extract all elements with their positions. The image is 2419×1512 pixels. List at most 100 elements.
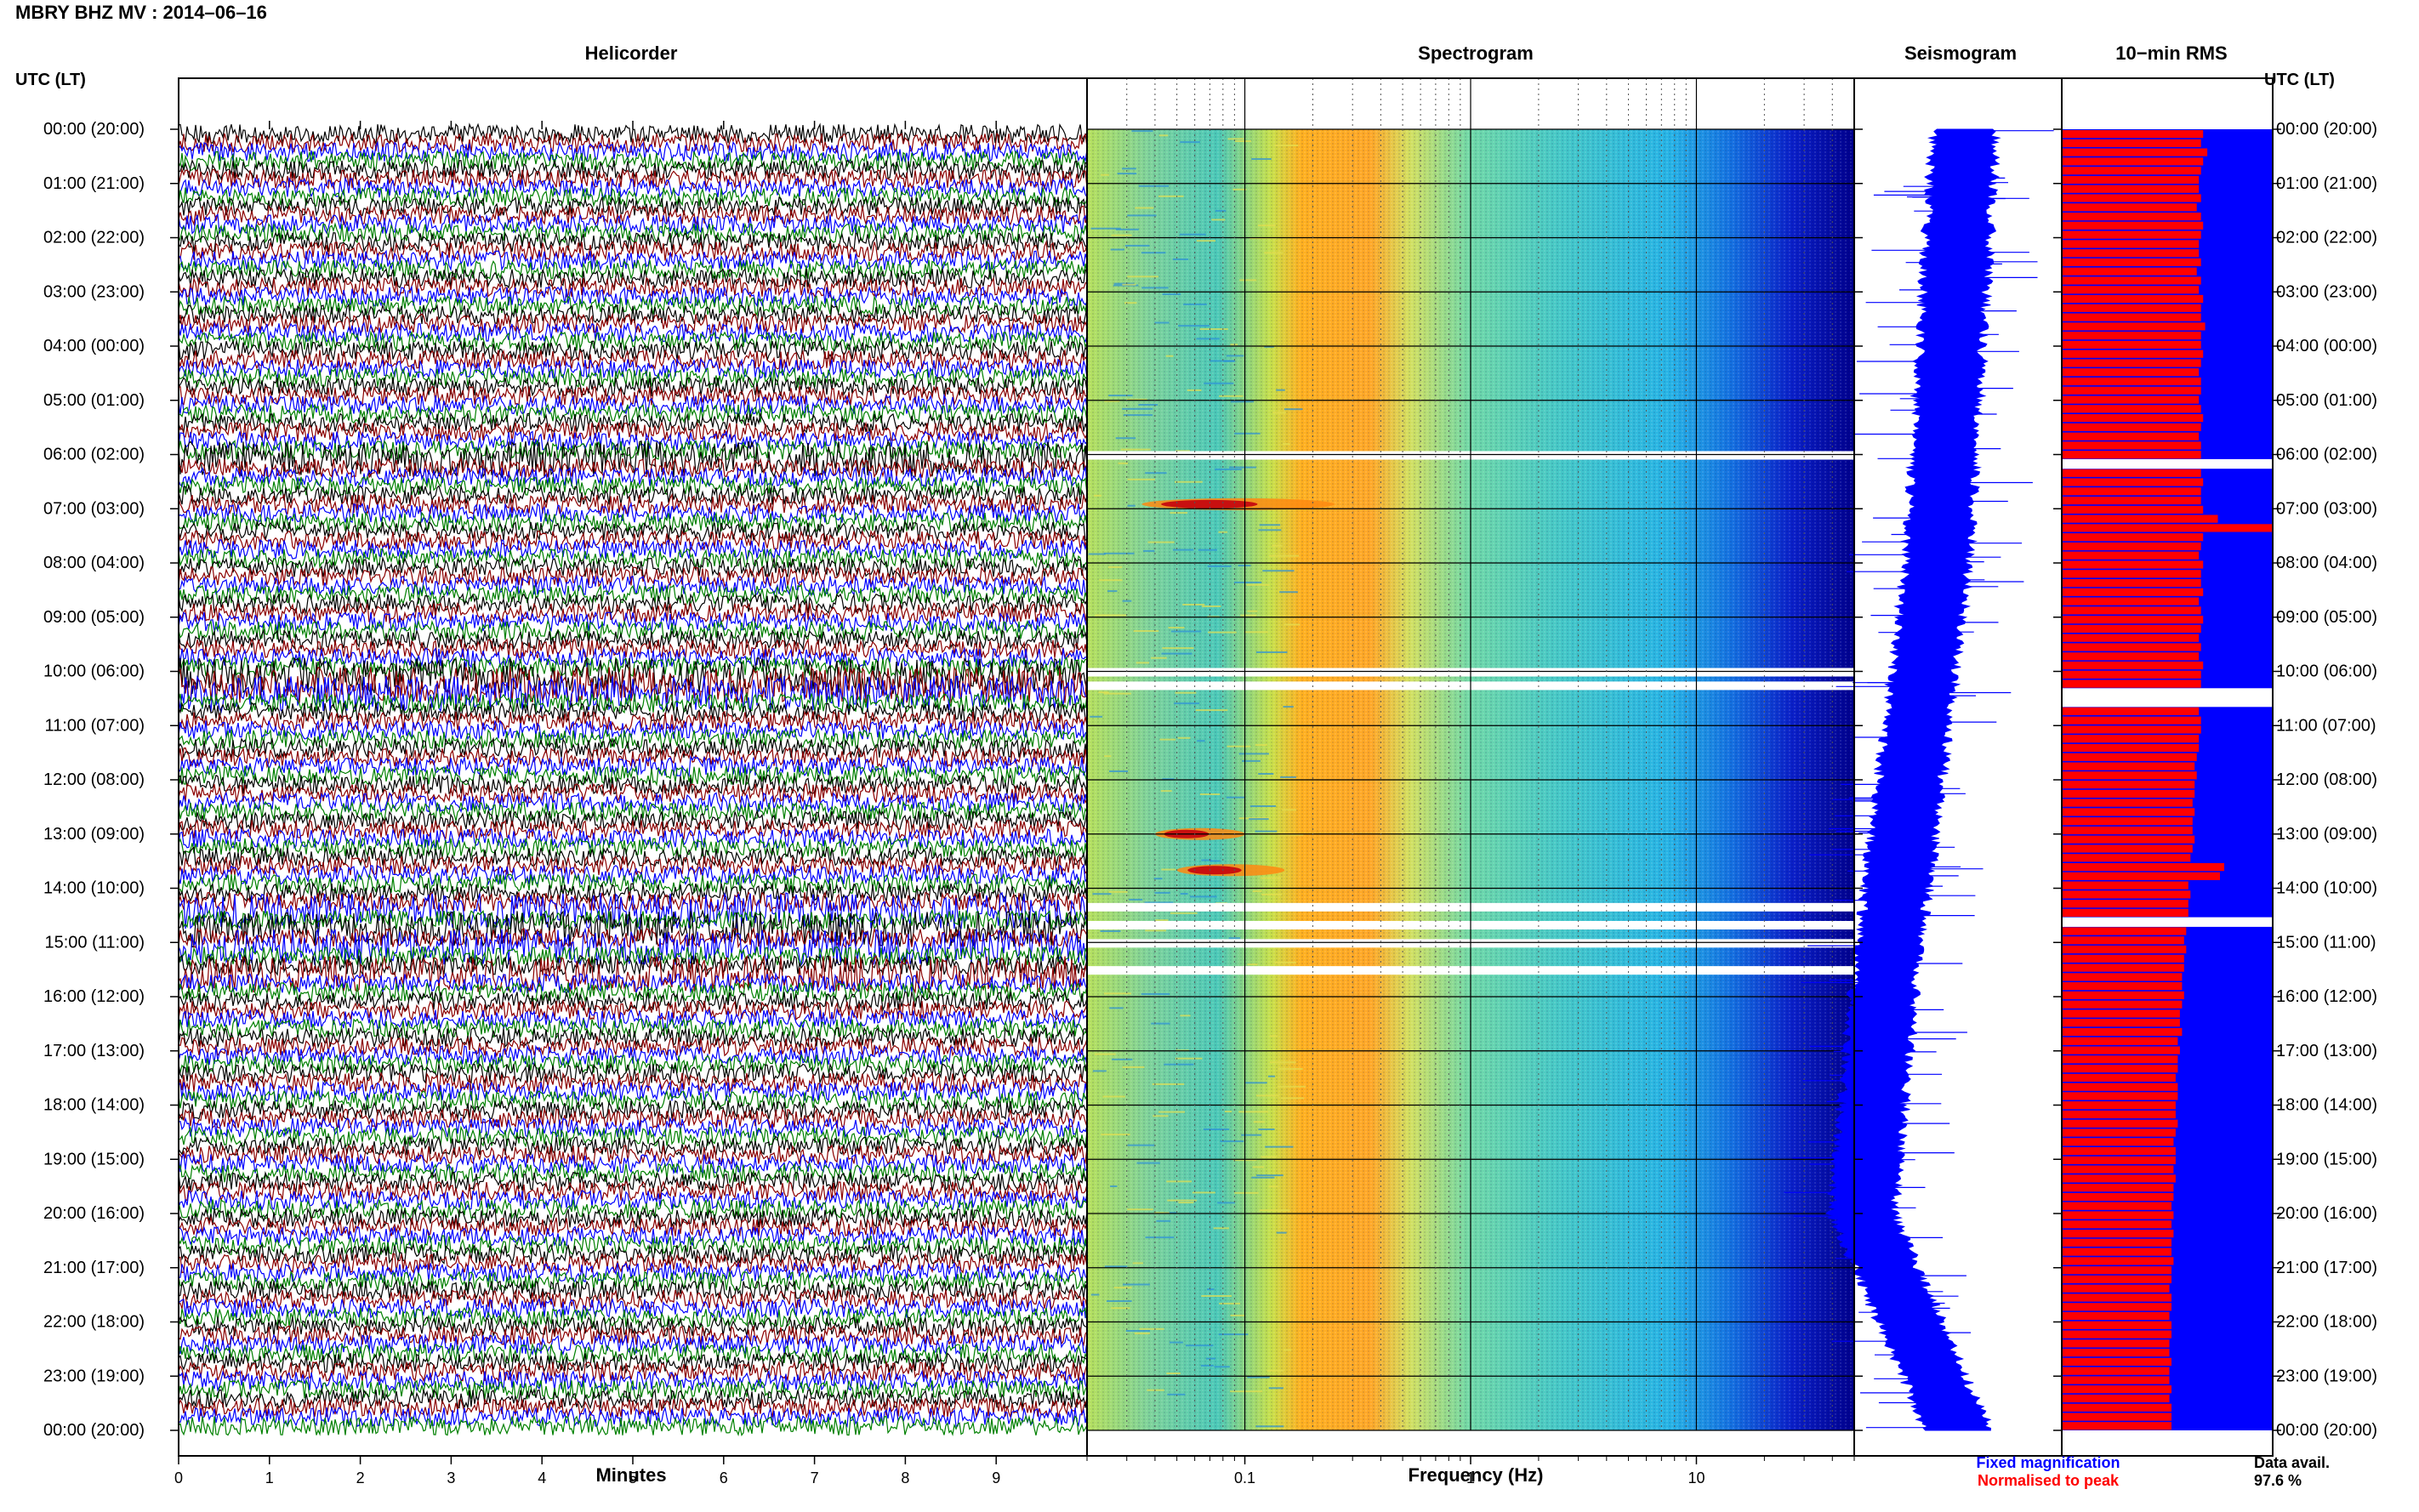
spectrogram-streak: [1268, 1387, 1283, 1390]
rms-bar: [2062, 478, 2204, 486]
spectrogram-streak: [1207, 1288, 1215, 1291]
rms-bar: [2062, 1138, 2174, 1146]
rms-bar: [2062, 1192, 2174, 1202]
spectrogram-streak: [1255, 830, 1278, 833]
time-label-left: 08:00 (04:00): [43, 554, 145, 572]
time-label-left: 00:00 (20:00): [43, 1421, 145, 1440]
spectrogram-streak: [1158, 134, 1169, 137]
helicorder-trace: [178, 132, 1088, 154]
rms-bar: [2062, 789, 2195, 798]
helicorder-trace: [178, 457, 1088, 480]
spectrogram-streak: [1171, 630, 1202, 633]
spectrogram-streak: [1269, 554, 1300, 557]
rms-bar: [2062, 908, 2188, 917]
x-axis-label-frequency: Frequency (Hz): [1408, 1464, 1544, 1486]
rms-bar: [2062, 313, 2201, 321]
helicorder-trace: [178, 1305, 1088, 1329]
spectrogram-streak: [1111, 234, 1132, 236]
helicorder-trace: [178, 791, 1088, 814]
rms-bar: [2062, 542, 2201, 551]
rms-bar: [2062, 771, 2197, 780]
rms-bar: [2062, 670, 2201, 679]
helicorder-trace: [178, 710, 1088, 732]
rms-bar: [2062, 982, 2183, 991]
rms-bar: [2062, 881, 2188, 890]
time-label-left: 10:00 (06:00): [43, 662, 145, 681]
rms-bar: [2062, 954, 2184, 963]
helicorder-trace: [178, 1351, 1088, 1374]
helicorder-title: Helicorder: [584, 43, 678, 64]
axes-and-labels: 00:00 (20:00) 00:00 (20:00) 01:00 (21:00) 0…: [43, 120, 2377, 1486]
rms-bar: [2062, 1092, 2178, 1100]
spectrogram-streak: [1262, 570, 1295, 572]
spectrogram-streak: [1255, 744, 1267, 747]
rms-bar: [2062, 304, 2201, 312]
rms-title: 10−min RMS: [2115, 43, 2228, 64]
rms-bar: [2062, 973, 2183, 981]
spectrogram-streak: [1164, 1212, 1177, 1214]
spectrogram-streak: [1211, 219, 1226, 221]
rms-bar: [2062, 139, 2201, 147]
spectrogram-streak: [1268, 1185, 1278, 1188]
rms-bar: [2062, 497, 2201, 505]
minute-tick-label: 5: [629, 1469, 637, 1486]
spectrogram-streak: [1170, 912, 1198, 914]
spectrogram-streak: [1190, 895, 1217, 898]
spectrogram-streak: [1180, 1015, 1191, 1017]
rms-bar: [2062, 781, 2195, 789]
time-label-right: 04:00 (00:00): [2276, 337, 2377, 355]
spectrogram-streak: [1272, 412, 1286, 414]
rms-bar: [2062, 560, 2204, 569]
helicorder-trace: [178, 420, 1088, 443]
spectrogram-streak: [1226, 796, 1245, 799]
rms-bar: [2062, 817, 2193, 826]
spectrogram-streak: [1270, 1061, 1296, 1064]
spectrogram-streak: [1227, 138, 1244, 140]
rms-bar: [2062, 579, 2201, 588]
spectrogram-streak: [1227, 745, 1251, 747]
spectrogram-streak: [1235, 140, 1251, 142]
spectrogram-streak: [1175, 691, 1197, 694]
helicorder-trace: [178, 1026, 1088, 1049]
helicorder-trace: [178, 520, 1088, 543]
helicorder-trace: [178, 330, 1088, 353]
spectrogram-streak: [1249, 805, 1277, 807]
rms-bar: [2062, 661, 2204, 670]
spectrogram-streak: [1164, 1063, 1194, 1066]
spectrogram-streak: [1124, 302, 1137, 304]
rms-bar: [2062, 1376, 2170, 1384]
spectrogram-streak: [1123, 1283, 1150, 1286]
spectrogram-streak: [1139, 1327, 1164, 1330]
rms-bar: [2062, 1357, 2171, 1366]
spectrogram-streak: [1109, 1007, 1124, 1009]
spectrogram-streak: [1153, 878, 1163, 880]
spectrogram-streak: [1265, 1145, 1294, 1148]
spectrogram-streak: [1127, 1208, 1153, 1211]
time-label-right: 17:00 (13:00): [2276, 1042, 2377, 1060]
rms-bar: [2062, 1027, 2183, 1037]
rms-bar: [2062, 835, 2195, 844]
spectrogram-streak: [1276, 1231, 1287, 1234]
helicorder-trace: [178, 873, 1088, 895]
spectrogram-streak: [1208, 631, 1237, 634]
spectrogram-streak: [1241, 1134, 1262, 1136]
rms-bar: [2062, 514, 2218, 523]
spectrogram-streak: [1127, 214, 1157, 217]
rms-bar: [2062, 707, 2200, 715]
spectrogram-streak: [1122, 600, 1132, 602]
spectrogram-streak: [1113, 1287, 1132, 1289]
rms-gap: [2062, 458, 2273, 469]
helicorder-trace: [178, 204, 1088, 226]
spectrogram-streak: [1266, 1369, 1284, 1372]
time-label-right: 18:00 (14:00): [2276, 1096, 2377, 1115]
time-label-left: 15:00 (11:00): [45, 933, 145, 952]
time-label-right: 21:00 (17:00): [2276, 1259, 2377, 1277]
spectrogram-streak: [1158, 195, 1184, 197]
rms-bar: [2062, 1211, 2174, 1219]
helicorder-trace: [178, 1396, 1088, 1419]
time-label-right: 12:00 (08:00): [2276, 770, 2377, 789]
spectrogram-streak: [1277, 1085, 1306, 1088]
spectrogram-streak: [1281, 809, 1297, 811]
rms-bar: [2062, 1156, 2176, 1164]
time-label-left: 00:00 (20:00): [43, 120, 145, 139]
